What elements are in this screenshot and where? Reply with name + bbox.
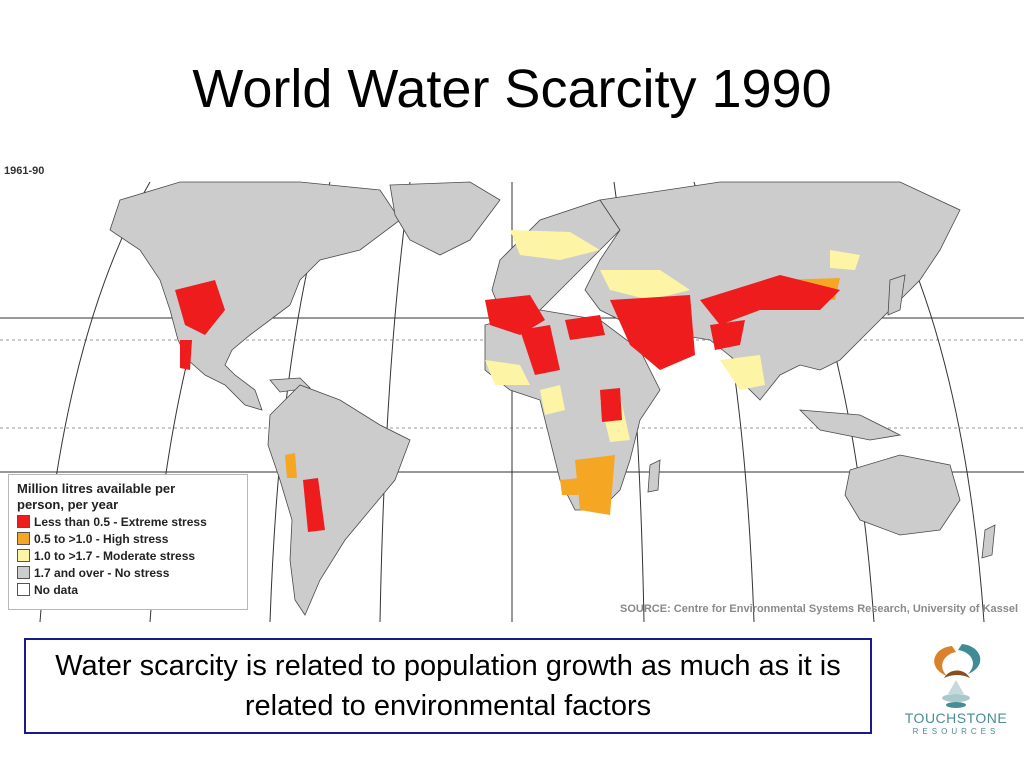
legend-title: Million litres available per person, per… xyxy=(17,481,176,512)
legend-swatch xyxy=(17,583,30,596)
legend-label: Less than 0.5 - Extreme stress xyxy=(34,514,207,529)
greenland xyxy=(389,181,501,256)
legend-swatch xyxy=(17,566,30,579)
legend-swatch xyxy=(17,515,30,528)
south-america xyxy=(267,384,411,616)
legend-label: 1.0 to >1.7 - Moderate stress xyxy=(34,548,196,563)
caption-box: Water scarcity is related to population … xyxy=(24,638,872,734)
legend-swatch xyxy=(17,549,30,562)
new-zealand xyxy=(981,524,996,559)
legend-item-extreme: Less than 0.5 - Extreme stress xyxy=(17,513,239,530)
madagascar xyxy=(647,459,661,493)
north-america xyxy=(109,181,401,411)
caption-text: Water scarcity is related to population … xyxy=(55,650,841,722)
legend-label: No data xyxy=(34,582,79,597)
moderate-stress-regions xyxy=(485,230,860,442)
legend-item-none: 1.7 and over - No stress xyxy=(17,564,239,581)
legend-swatch xyxy=(17,532,30,545)
japan xyxy=(887,274,906,316)
logo-sub: RESOURCES xyxy=(912,727,1000,736)
touchstone-logo: TOUCHSTONE RESOURCES xyxy=(892,638,1020,748)
extreme-stress-regions xyxy=(175,275,840,532)
legend-label: 0.5 to >1.0 - High stress xyxy=(34,531,169,546)
indonesia xyxy=(798,409,902,441)
slide-title: World Water Scarcity 1990 xyxy=(192,59,832,119)
legend-label: 1.7 and over - No stress xyxy=(34,565,170,580)
world-map-svg xyxy=(0,181,1024,622)
logo-name: TOUCHSTONE xyxy=(904,710,1008,726)
legend-item-nodata: No data xyxy=(17,581,239,598)
legend-item-high: 0.5 to >1.0 - High stress xyxy=(17,530,239,547)
australia xyxy=(844,454,961,536)
map-legend: Million litres available per person, per… xyxy=(8,474,248,610)
meridian-line xyxy=(379,181,411,622)
logo-mark-icon xyxy=(934,644,981,708)
legend-item-moderate: 1.0 to >1.7 - Moderate stress xyxy=(17,547,239,564)
world-map xyxy=(0,160,1024,622)
period-label: 1961-90 xyxy=(4,165,45,177)
map-source: SOURCE: Centre for Environmental Systems… xyxy=(620,603,1018,615)
